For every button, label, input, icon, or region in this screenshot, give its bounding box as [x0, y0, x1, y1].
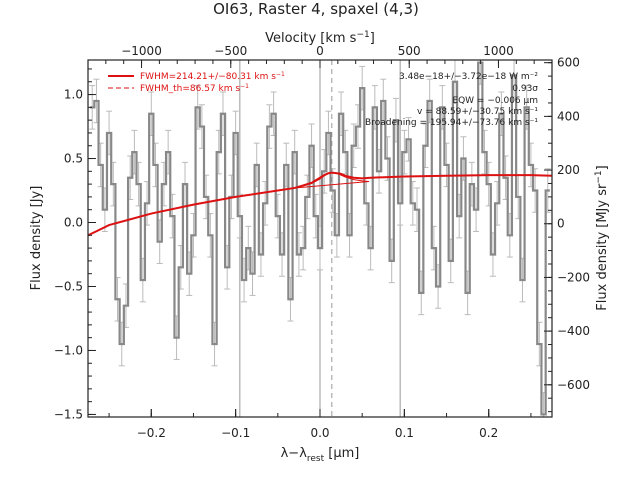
y2-tick-label: 0	[557, 217, 565, 231]
y-tick-label: 1.0	[64, 88, 83, 102]
axis-ticks: −0.2 −0.1 0.0 0.1 0.2 −1000 −500 0 500 1000 −1.5 −1…	[54, 44, 590, 440]
y-tick-label: −1.5	[54, 407, 83, 421]
y-tick-label: −0.5	[54, 279, 83, 293]
y2-axis-label: Flux density [MJy sr−1]	[594, 165, 610, 310]
series-layer	[88, 60, 552, 417]
y2-tick-label: −600	[557, 378, 590, 392]
annotation-line-flux: 3.48e−18+/−3.72e−18 W m⁻²	[399, 72, 538, 82]
y-tick-label: 0.0	[64, 216, 83, 230]
x2-axis-label: Velocity [km s−1]	[265, 30, 375, 46]
x-tick-label: 0.2	[479, 426, 498, 440]
y2-tick-label: 400	[557, 109, 580, 123]
y-tick-label: 0.5	[64, 152, 83, 166]
x-axis-label: λ−λrest [μm]	[281, 446, 360, 464]
x-tick-label: 0.0	[310, 426, 329, 440]
x2-tick-label: −500	[214, 44, 247, 58]
x-axis-label-sub: rest	[307, 454, 325, 464]
baseline-line	[294, 181, 369, 189]
x-tick-label: 0.1	[395, 426, 414, 440]
x2-tick-label: 0	[316, 44, 324, 58]
spectrum-step-line	[90, 61, 550, 416]
legend: FWHM=214.21+/−80.31 km s−1 FWHM_th=86.57…	[108, 71, 285, 94]
y2-tick-label: 600	[557, 56, 580, 70]
x2-tick-label: 1000	[483, 44, 514, 58]
y2-tick-label: 200	[557, 163, 580, 177]
y-tick-label: −1.0	[54, 343, 83, 357]
x-tick-label: −0.2	[137, 426, 166, 440]
chart-title: OI63, Raster 4, spaxel (4,3)	[213, 0, 419, 18]
y2-axis-label-sup: −1	[594, 170, 604, 183]
x2-axis-label-sup: −1	[356, 30, 369, 40]
annotation-significance: 0.93σ	[512, 84, 538, 94]
y2-tick-label: −200	[557, 270, 590, 284]
annotation-velocity: v = 88.59+/−30.75 km s⁻¹	[417, 107, 538, 117]
y2-tick-label: −400	[557, 324, 590, 338]
gaussian-line	[294, 172, 369, 189]
annotation-eqw: EQW = −0.006 μm	[452, 96, 538, 106]
fit-annotations: 3.48e−18+/−3.72e−18 W m⁻² 0.93σ EQW = −0…	[365, 72, 538, 128]
x-tick-label: −0.1	[221, 426, 250, 440]
annotation-broadening: Broadening = 195.94+/−73.76 km s⁻¹	[365, 118, 538, 128]
y-axis-label: Flux density [Jy]	[29, 186, 44, 291]
legend-label-fit: FWHM=214.21+/−80.31 km s−1	[140, 71, 285, 82]
x2-tick-label: −1000	[121, 44, 162, 58]
legend-label-thermal: FWHM_th=86.57 km s−1	[140, 83, 249, 94]
x2-tick-label: 500	[398, 44, 421, 58]
